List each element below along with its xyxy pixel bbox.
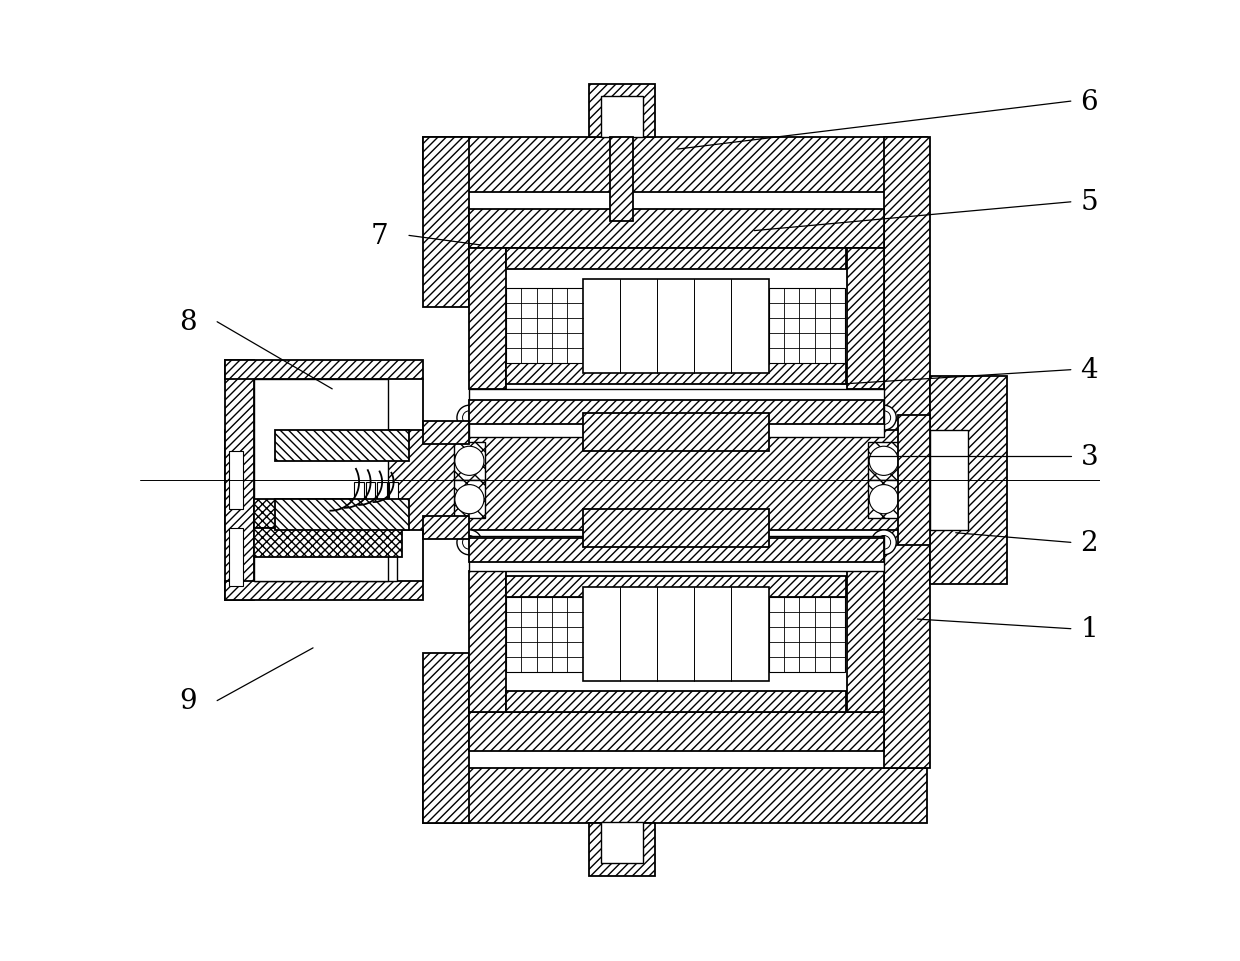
Text: 7: 7 (371, 223, 388, 250)
Bar (601, 823, 644, 863)
Polygon shape (470, 536, 884, 572)
Bar (470, 249, 506, 389)
Bar (506, 363, 847, 384)
Bar (769, 289, 846, 363)
Circle shape (869, 485, 898, 514)
Bar (275, 431, 409, 461)
Bar (275, 500, 409, 530)
Circle shape (877, 536, 890, 550)
Bar (423, 768, 928, 824)
Bar (423, 137, 470, 308)
Bar (470, 712, 884, 751)
Bar (930, 431, 968, 530)
Bar (389, 482, 398, 529)
Circle shape (456, 530, 482, 555)
Text: 4: 4 (1080, 357, 1099, 383)
Bar (884, 137, 930, 768)
Text: 2: 2 (1080, 530, 1099, 556)
Bar (253, 529, 402, 557)
Bar (253, 380, 388, 581)
Bar (224, 581, 423, 601)
Bar (847, 572, 884, 712)
Circle shape (455, 485, 484, 514)
Bar (769, 598, 846, 672)
Circle shape (463, 536, 476, 550)
Bar (506, 249, 847, 270)
Bar (470, 572, 506, 712)
Bar (470, 401, 884, 425)
Text: 9: 9 (179, 687, 196, 714)
Circle shape (456, 406, 482, 431)
Bar (454, 480, 485, 519)
Bar (589, 85, 655, 137)
Bar (610, 137, 634, 222)
Text: 3: 3 (1080, 443, 1099, 470)
Bar (583, 280, 769, 373)
Bar (930, 377, 1007, 584)
Bar (366, 482, 376, 529)
Bar (583, 413, 769, 452)
Circle shape (872, 530, 897, 555)
Bar (253, 490, 398, 581)
Bar (423, 653, 470, 824)
Bar (583, 509, 769, 548)
Bar (224, 360, 253, 601)
Bar (454, 442, 485, 480)
Circle shape (455, 447, 484, 476)
Bar (506, 598, 583, 672)
Bar (470, 538, 884, 562)
Bar (423, 137, 928, 193)
Bar (601, 97, 644, 137)
Circle shape (463, 411, 476, 425)
Bar (228, 529, 243, 586)
Bar (423, 421, 470, 444)
Bar (423, 517, 470, 540)
Bar (868, 480, 899, 519)
Bar (589, 824, 655, 876)
Bar (377, 482, 387, 529)
Bar (355, 482, 363, 529)
Text: 1: 1 (1080, 616, 1099, 643)
Bar (847, 249, 884, 389)
Bar (898, 415, 930, 546)
Bar (506, 577, 847, 598)
Text: 5: 5 (1080, 189, 1099, 216)
Circle shape (869, 447, 898, 476)
Bar (868, 442, 899, 480)
Bar (506, 289, 583, 363)
Bar (228, 452, 243, 509)
Text: 6: 6 (1080, 88, 1099, 115)
Circle shape (877, 411, 890, 425)
Text: 8: 8 (179, 308, 196, 336)
Bar (506, 691, 847, 712)
Bar (253, 500, 402, 529)
Bar (224, 431, 930, 530)
Circle shape (872, 406, 897, 431)
Bar (224, 360, 423, 380)
Polygon shape (470, 389, 884, 437)
Bar (583, 588, 769, 681)
Bar (470, 210, 884, 249)
